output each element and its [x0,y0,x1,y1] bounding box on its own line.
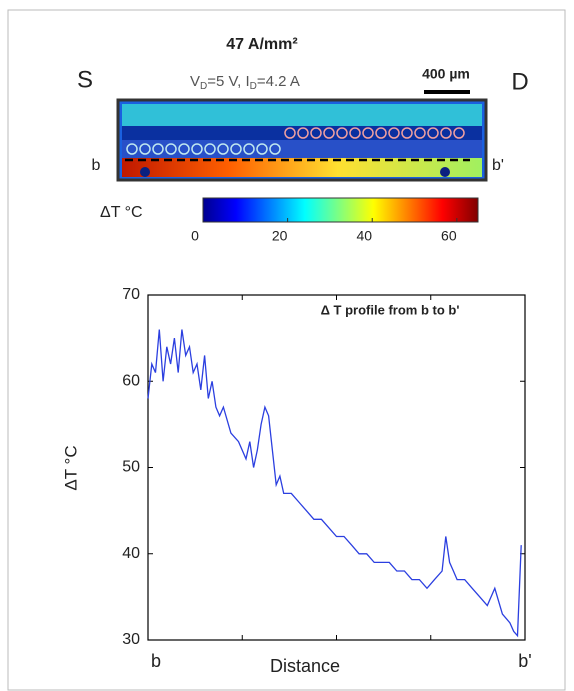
via [269,143,281,155]
colorbar-tick-label: 20 [272,228,288,244]
via [243,143,255,155]
via [388,127,400,139]
x-tick-label: b [151,651,161,671]
y-tick-label: 50 [122,459,140,476]
image-band [122,104,482,126]
cut-end: b' [492,157,504,174]
image-band [122,126,482,140]
scale-bar [424,90,470,94]
via [230,143,242,155]
via [126,143,138,155]
bias-part: V [190,73,200,90]
bias-part: =5 V, I [207,73,249,90]
colorbar-tick-label: 40 [356,228,372,244]
bias-part: D [200,81,207,92]
colorbar-tick-label: 60 [441,228,457,244]
via [139,143,151,155]
bias-label: VD=5 V, ID=4.2 A [190,73,300,92]
colorbar-tick-label: 0 [191,228,199,244]
x-tick-label: b' [518,651,531,671]
y-tick-label: 70 [122,286,140,303]
scale-bar-label: 400 µm [422,66,470,82]
y-tick-label: 30 [122,631,140,648]
cut-start: b [92,157,101,174]
x-axis-label: Distance [270,656,340,676]
via [401,127,413,139]
data-line [147,329,522,638]
via [336,127,348,139]
frame [7,9,566,691]
via [284,127,296,139]
via [152,143,164,155]
via [427,127,439,139]
via [178,143,190,155]
via [414,127,426,139]
pad [440,167,450,177]
via [349,127,361,139]
bias-part: D [250,81,257,92]
title: 47 A/mm² [226,36,297,53]
thermal-image [116,98,488,182]
via [204,143,216,155]
via [256,143,268,155]
via [297,127,309,139]
via [323,127,335,139]
drain-label: D [511,68,528,95]
image-band [122,158,482,177]
annotation: Δ T profile from b to b' [321,302,460,317]
via [362,127,374,139]
via [217,143,229,155]
plot-frame [147,294,526,641]
source-label: S [77,66,93,93]
via [375,127,387,139]
colorbar [202,197,479,223]
via [310,127,322,139]
via [440,127,452,139]
y-tick-label: 60 [122,372,140,389]
colorbar-label: ΔT °C [100,204,143,221]
y-tick-label: 40 [122,545,140,562]
bias-part: =4.2 A [257,73,300,90]
via [453,127,465,139]
via [191,143,203,155]
via [165,143,177,155]
pad [140,167,150,177]
y-axis-label: ΔT °C [61,445,80,490]
